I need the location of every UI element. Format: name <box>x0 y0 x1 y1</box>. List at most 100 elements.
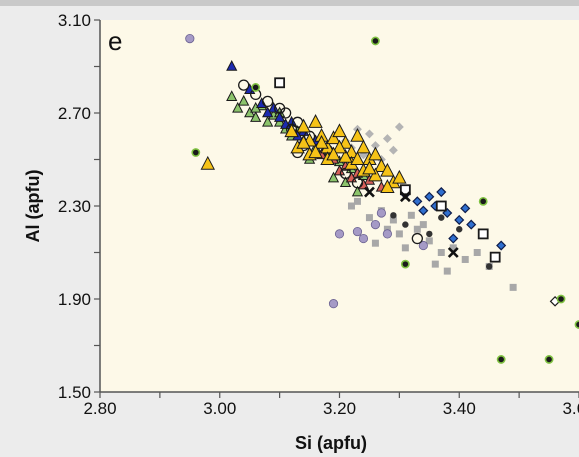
point-x-cross <box>364 186 375 198</box>
point-dot-black-green <box>400 259 410 269</box>
point-x-cross <box>447 247 459 258</box>
point-diamond-blue <box>448 233 459 244</box>
point-square-gray <box>389 216 397 224</box>
point-triangle-yellow <box>368 167 383 182</box>
point-square-open <box>489 251 501 263</box>
point-diamond-blue <box>418 205 429 216</box>
point-diamond-gray <box>394 122 404 132</box>
point-triangle-yellow <box>338 148 353 163</box>
point-circle-open <box>273 102 286 114</box>
y-tick-label: 2.70 <box>58 104 91 123</box>
point-diamond-gray <box>364 129 374 139</box>
point-dot-black <box>426 230 433 238</box>
point-triangle-yellow <box>380 179 395 193</box>
point-diamond-blue <box>424 191 435 202</box>
point-dot-black <box>390 212 397 219</box>
point-square-gray <box>431 260 439 268</box>
x-tick-label: 3.60 <box>562 399 579 418</box>
point-triangle-blue <box>226 60 238 71</box>
y-tick-label: 1.50 <box>58 383 91 402</box>
point-dot-black-green <box>496 355 506 364</box>
y-tick-label: 3.10 <box>58 11 91 30</box>
point-diamond-blue <box>412 196 423 207</box>
point-circle-purple <box>418 240 428 251</box>
point-circle-purple <box>376 208 387 218</box>
point-triangle-yellow <box>314 134 329 149</box>
plot-area <box>100 20 579 392</box>
point-dot-black-green <box>478 196 488 206</box>
x-axis-title: Si (apfu) <box>295 433 367 453</box>
x-tick-label: 3.20 <box>323 399 356 418</box>
point-circle-purple <box>352 226 363 237</box>
point-square-gray <box>365 214 373 222</box>
point-diamond-blue <box>466 219 477 230</box>
point-circle-purple <box>382 229 392 239</box>
point-triangle-yellow <box>296 134 311 149</box>
point-triangle-green <box>232 101 244 113</box>
point-square-gray <box>509 283 517 291</box>
point-triangle-yellow <box>332 123 347 138</box>
point-triangle-green <box>250 111 262 122</box>
point-square-open <box>399 184 411 196</box>
point-triangle-yellow <box>326 146 341 161</box>
top-strip <box>0 0 579 6</box>
point-triangle-yellow <box>332 139 347 154</box>
point-circle-purple <box>185 33 195 44</box>
point-dot-black-green <box>556 294 566 304</box>
point-square-gray <box>395 230 403 238</box>
point-triangle-yellow <box>308 144 323 159</box>
point-triangle-green <box>262 115 274 127</box>
x-tick-label: 3.40 <box>443 399 476 418</box>
y-tick-label: 2.30 <box>58 197 91 216</box>
point-triangle-green <box>238 94 250 106</box>
point-triangle-green <box>226 90 238 102</box>
point-triangle-yellow <box>350 151 365 166</box>
point-circle-purple <box>370 220 381 230</box>
point-triangle-yellow <box>392 169 407 184</box>
point-triangle-yellow <box>380 162 395 177</box>
point-circle-open <box>351 177 364 189</box>
point-square-gray <box>473 249 481 256</box>
point-square-gray <box>353 197 361 205</box>
point-triangle-green <box>327 171 340 183</box>
point-dot-black <box>456 226 463 233</box>
point-triangle-yellow <box>356 139 371 154</box>
point-diamond-blue <box>436 187 447 198</box>
point-triangle-yellow <box>308 114 323 128</box>
point-diamond-gray <box>388 145 398 155</box>
point-square-gray <box>449 244 457 252</box>
data-points <box>185 33 579 364</box>
point-circle-purple <box>328 299 339 309</box>
point-diamond-blue <box>454 214 465 225</box>
point-x-cross <box>399 191 411 203</box>
point-circle-open <box>238 79 250 91</box>
point-circle-open <box>411 232 423 245</box>
axis-ticks: 2.80 3.00 3.20 3.40 3.60 1.50 1.90 2.30 2.70 3.10 <box>58 11 579 418</box>
point-triangle-yellow <box>362 160 377 175</box>
point-triangle-yellow <box>350 127 365 142</box>
point-circle-open <box>261 95 274 108</box>
point-square-gray <box>443 267 451 275</box>
point-diamond-blue <box>496 240 507 251</box>
point-dot-black-green <box>191 148 201 157</box>
y-tick-label: 1.90 <box>58 290 91 309</box>
point-dot-black-green <box>544 355 554 364</box>
point-diamond-gray <box>382 134 392 144</box>
point-triangle-blue <box>268 101 280 113</box>
point-dot-black <box>402 221 409 228</box>
point-square-open <box>435 200 447 212</box>
y-axis-title: Al (apfu) <box>23 170 43 243</box>
point-dot-black-green <box>574 320 579 329</box>
point-square-gray <box>401 244 409 252</box>
point-diamond-blue <box>460 203 471 214</box>
panel-label: e <box>108 26 122 56</box>
x-tick-label: 2.80 <box>83 399 116 418</box>
point-triangle-yellow <box>296 118 311 133</box>
point-circle-purple <box>334 229 345 239</box>
point-square-gray <box>371 239 379 247</box>
point-square-gray <box>419 221 427 229</box>
point-square-gray <box>413 225 421 233</box>
point-square-open <box>274 77 286 89</box>
point-square-gray <box>347 202 355 210</box>
